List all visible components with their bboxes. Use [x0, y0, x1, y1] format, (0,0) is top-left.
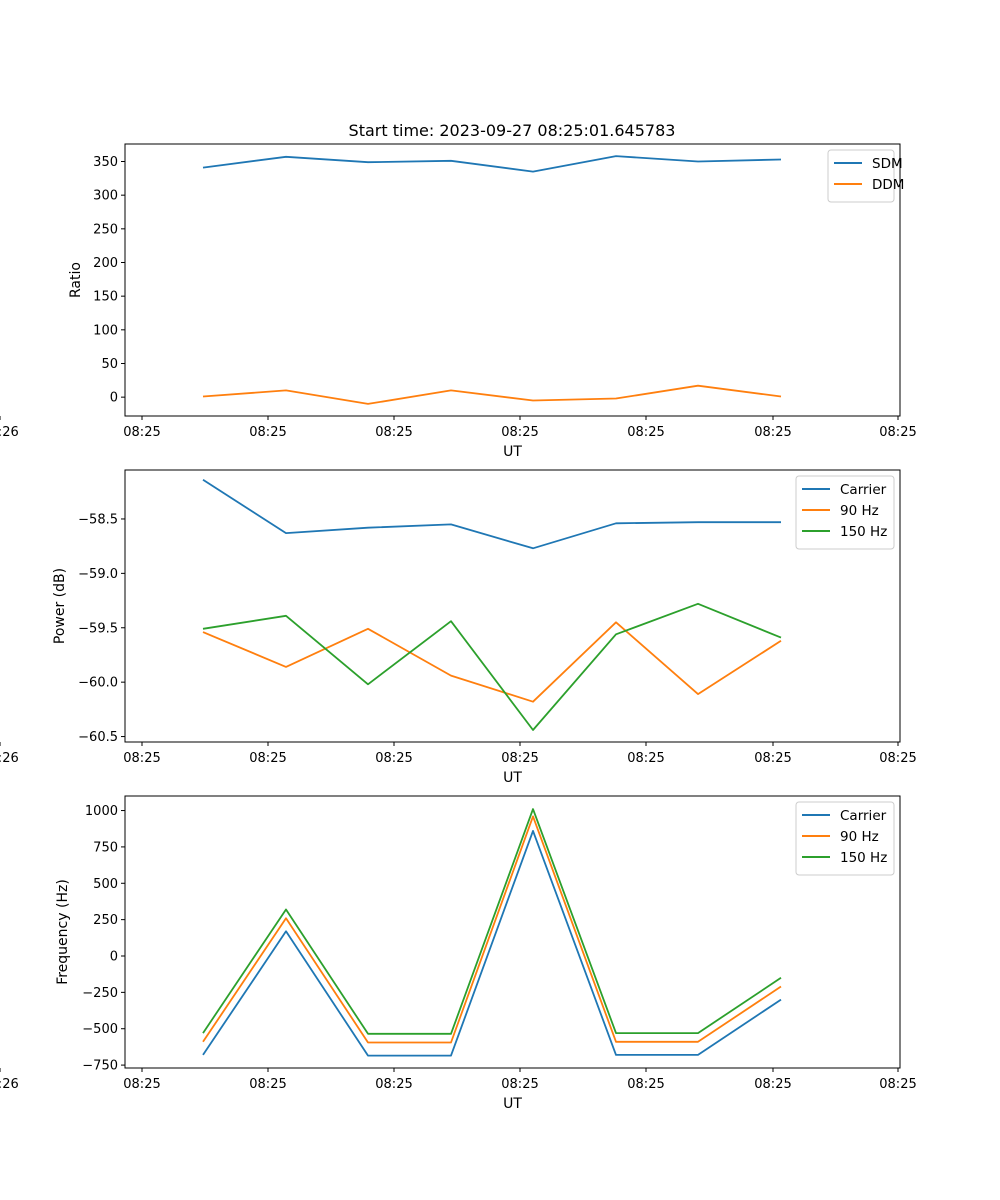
y-tick-label-ratio: 50 [101, 357, 118, 372]
x-tick-label-power: 08:25 [754, 751, 791, 766]
x-tick-label-frequency: 08:26 [0, 1077, 19, 1092]
y-tick-label-ratio: 350 [93, 155, 118, 170]
series-line-frequency-150-hz [202, 808, 782, 1035]
x-axis-label-ratio: UT [503, 444, 522, 460]
series-line-frequency-90-hz [202, 815, 782, 1044]
x-tick-label-power: 08:25 [249, 751, 286, 766]
legend-label: 90 Hz [840, 503, 879, 519]
axes-frame-power [124, 469, 901, 743]
figure-title: Start time: 2023-09-27 08:25:01.645783 [349, 121, 676, 140]
x-tick-label-ratio: 08:25 [249, 425, 286, 440]
series-line-frequency-carrier [202, 830, 782, 1057]
legend-label: 150 Hz [840, 524, 887, 540]
x-tick-label-frequency: 08:25 [375, 1077, 412, 1092]
y-tick-label-frequency: 250 [93, 913, 118, 928]
y-tick-label-frequency: 750 [93, 840, 118, 855]
legend-label: Carrier [840, 482, 887, 498]
x-tick-label-frequency: 08:25 [879, 1077, 916, 1092]
panel-ratio: 08:25 08:25 08:25 08:25 08:25 08:25 08:25 08:26… [0, 143, 917, 460]
y-axis-label-ratio: Ratio [68, 262, 84, 298]
panels: 08:25 08:25 08:25 08:25 08:25 08:25 08:25 08:26… [0, 143, 917, 1112]
x-tick-label-ratio: 08:25 [879, 425, 916, 440]
x-tick-label-power: 08:25 [123, 751, 160, 766]
x-tick-label-frequency: 08:25 [249, 1077, 286, 1092]
series-line-power-90-hz [202, 621, 782, 703]
axes-frame-frequency [124, 795, 901, 1069]
x-tick-label-frequency: 08:25 [754, 1077, 791, 1092]
legend-ratio: SDM DDM [827, 149, 904, 203]
x-tick-label-power: 08:25 [879, 751, 916, 766]
panel-frequency: 08:25 08:25 08:25 08:25 08:25 08:25 08:25 08:26… [0, 795, 917, 1112]
series-line-ratio-sdm [202, 155, 782, 173]
x-tick-label-power: 08:26 [0, 751, 19, 766]
legend-power: Carrier 90 Hz 150 Hz [795, 475, 895, 550]
y-tick-label-ratio: 300 [93, 189, 118, 204]
y-tick-label-frequency: 500 [93, 877, 118, 892]
x-tick-label-ratio: 08:26 [0, 425, 19, 440]
legend-label: DDM [872, 177, 904, 193]
x-tick-label-frequency: 08:25 [501, 1077, 538, 1092]
y-tick-label-power: −60.5 [78, 730, 118, 745]
axes-frame-ratio [124, 143, 901, 417]
y-tick-label-frequency: −500 [82, 1022, 118, 1037]
y-tick-label-power: −58.5 [78, 512, 118, 527]
x-tick-label-power: 08:25 [627, 751, 664, 766]
y-tick-label-ratio: 150 [93, 290, 118, 305]
y-tick-label-frequency: 1000 [85, 804, 118, 819]
legend-frequency: Carrier 90 Hz 150 Hz [795, 801, 895, 876]
x-axis-label-frequency: UT [503, 1096, 522, 1112]
y-tick-label-ratio: 200 [93, 256, 118, 271]
legend-label: SDM [872, 156, 903, 172]
y-tick-label-power: −60.0 [78, 676, 118, 691]
x-tick-label-ratio: 08:25 [501, 425, 538, 440]
x-tick-label-frequency: 08:25 [123, 1077, 160, 1092]
y-tick-label-ratio: 100 [93, 323, 118, 338]
y-tick-label-frequency: −250 [82, 986, 118, 1001]
x-tick-label-power: 08:25 [375, 751, 412, 766]
legend-label: 90 Hz [840, 829, 879, 845]
x-tick-label-ratio: 08:25 [754, 425, 791, 440]
x-axis-label-power: UT [503, 770, 522, 786]
series-line-power-150-hz [202, 602, 782, 731]
legend-label: 150 Hz [840, 850, 887, 866]
panel-power: 08:25 08:25 08:25 08:25 08:25 08:25 08:25 08:26… [0, 469, 917, 786]
y-tick-label-frequency: −750 [82, 1059, 118, 1074]
x-tick-label-ratio: 08:25 [123, 425, 160, 440]
x-tick-label-power: 08:25 [501, 751, 538, 766]
y-tick-label-frequency: 0 [110, 950, 118, 965]
y-tick-label-ratio: 0 [110, 391, 118, 406]
x-tick-label-ratio: 08:25 [627, 425, 664, 440]
y-tick-label-power: −59.0 [78, 567, 118, 582]
series-line-ratio-ddm [202, 384, 782, 405]
series-line-power-carrier [202, 479, 781, 550]
y-tick-label-power: −59.5 [78, 621, 118, 636]
y-axis-label-frequency: Frequency (Hz) [55, 879, 71, 985]
x-tick-label-ratio: 08:25 [375, 425, 412, 440]
y-axis-label-power: Power (dB) [52, 568, 68, 644]
legend-label: Carrier [840, 808, 887, 824]
x-tick-label-frequency: 08:25 [627, 1077, 664, 1092]
y-tick-label-ratio: 250 [93, 222, 118, 237]
